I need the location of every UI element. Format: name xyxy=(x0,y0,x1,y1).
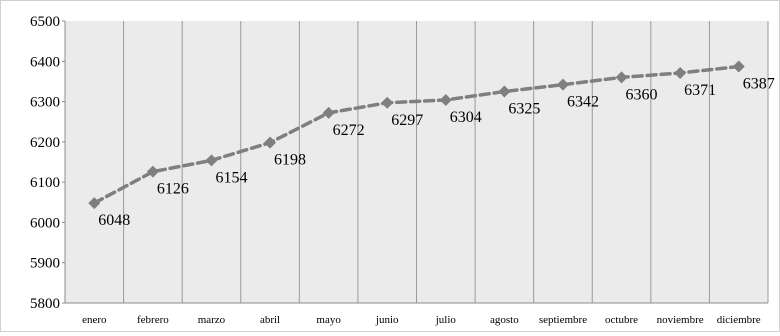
line-chart: 5800 5900 6000 6100 6200 6300 6400 6500 enero fe… xyxy=(30,14,775,326)
data-point-marker xyxy=(439,93,452,106)
data-label: 6297 xyxy=(391,112,423,129)
x-tick-label: diciembre xyxy=(717,314,761,326)
data-point-marker xyxy=(732,60,745,73)
x-tick-label: enero xyxy=(82,314,107,326)
data-label: 6048 xyxy=(98,212,130,229)
series-layer xyxy=(88,60,745,210)
data-label: 6387 xyxy=(743,76,775,93)
data-point-marker xyxy=(674,66,687,79)
data-point-marker xyxy=(381,96,394,109)
data-point-marker xyxy=(498,85,511,98)
y-tick-label: 6200 xyxy=(30,135,60,151)
data-label: 6325 xyxy=(508,101,540,118)
data-labels: 6048 6126 6154 6198 6272 6297 6304 6325 6342 6360… xyxy=(98,76,774,230)
y-tick-label: 6100 xyxy=(30,175,60,191)
y-tick-label: 6400 xyxy=(30,54,60,70)
data-label: 6198 xyxy=(274,152,306,169)
data-point-marker xyxy=(88,197,101,210)
data-label: 6154 xyxy=(215,169,247,186)
y-tick-label: 6500 xyxy=(30,14,60,30)
y-tick-label: 5800 xyxy=(30,296,60,312)
data-label: 6126 xyxy=(157,181,189,198)
data-point-marker xyxy=(264,136,277,149)
y-tick-label: 6300 xyxy=(30,95,60,111)
data-label: 6371 xyxy=(684,82,716,99)
x-tick-label: agosto xyxy=(490,314,519,326)
data-point-marker xyxy=(615,71,628,84)
y-axis-ticks: 5800 5900 6000 6100 6200 6300 6400 6500 xyxy=(30,14,65,312)
y-tick-label: 6000 xyxy=(30,215,60,231)
data-point-marker xyxy=(322,106,335,119)
data-label: 6272 xyxy=(333,122,365,139)
x-tick-label: junio xyxy=(375,314,399,326)
data-point-marker xyxy=(205,154,218,167)
data-point-marker xyxy=(556,78,569,91)
series-line xyxy=(92,64,741,205)
y-tick-label: 5900 xyxy=(30,256,60,272)
data-label: 6304 xyxy=(450,109,482,126)
x-tick-label: marzo xyxy=(198,314,226,326)
x-axis-ticks: enero febrero marzo abril mayo junio julio agos… xyxy=(82,314,761,326)
data-label: 6360 xyxy=(626,86,658,103)
data-label: 6342 xyxy=(567,94,599,111)
x-tick-label: febrero xyxy=(137,314,169,326)
x-tick-label: noviembre xyxy=(657,314,704,326)
x-tick-label: septiembre xyxy=(539,314,587,326)
data-point-marker xyxy=(146,165,159,178)
x-tick-label: octubre xyxy=(605,314,638,326)
x-tick-label: abril xyxy=(260,314,280,326)
vertical-gridlines xyxy=(123,21,769,303)
x-tick-label: mayo xyxy=(316,314,341,326)
x-tick-label: julio xyxy=(435,314,457,326)
